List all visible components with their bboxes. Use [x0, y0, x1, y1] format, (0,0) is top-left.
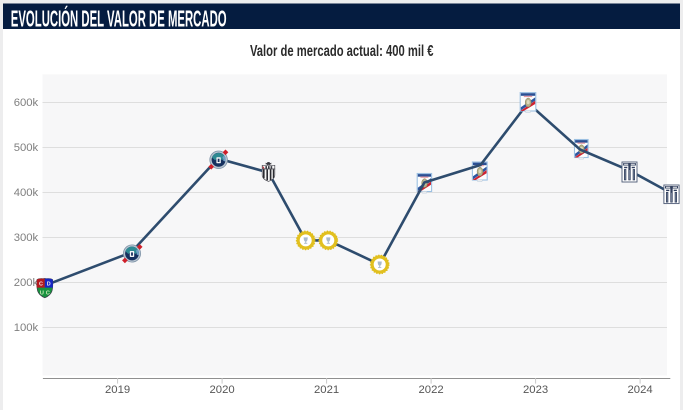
svg-text:2020: 2020	[210, 384, 235, 396]
svg-text:U: U	[40, 291, 44, 297]
svg-text:Valor de mercado actual: 400 m: Valor de mercado actual: 400 mil €	[250, 43, 434, 60]
svg-text:2022: 2022	[419, 384, 444, 396]
svg-text:400k: 400k	[14, 187, 39, 199]
svg-text:EVOLUCIÓN DEL VALOR DE MERCADO: EVOLUCIÓN DEL VALOR DE MERCADO	[11, 4, 227, 31]
svg-text:200k: 200k	[14, 277, 39, 289]
svg-text:2021: 2021	[314, 384, 339, 396]
svg-text:D: D	[47, 282, 51, 288]
svg-text:C: C	[46, 291, 51, 297]
svg-text:500k: 500k	[14, 142, 39, 154]
svg-text:C: C	[39, 282, 43, 288]
svg-text:2024: 2024	[628, 384, 653, 396]
svg-text:100k: 100k	[14, 322, 39, 334]
svg-text:600k: 600k	[14, 97, 39, 109]
svg-text:2023: 2023	[523, 384, 548, 396]
svg-text:2019: 2019	[105, 384, 130, 396]
svg-text:300k: 300k	[14, 232, 39, 244]
